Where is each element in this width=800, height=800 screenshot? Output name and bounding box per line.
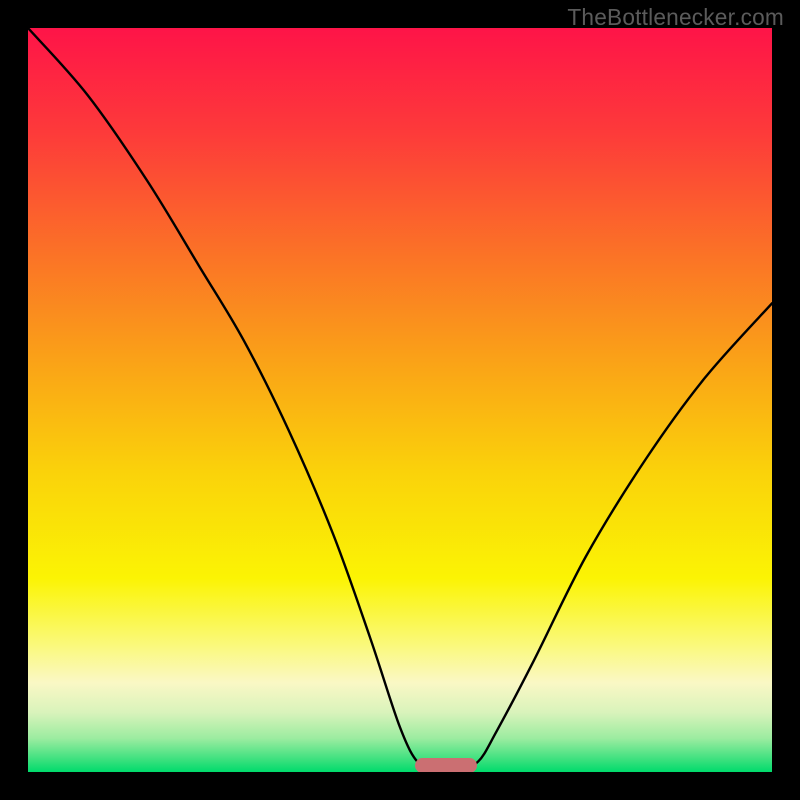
watermark-label: TheBottlenecker.com — [567, 4, 784, 31]
bottleneck-curve — [28, 28, 772, 772]
optimal-range-marker — [415, 758, 477, 772]
plot-area — [28, 28, 772, 772]
